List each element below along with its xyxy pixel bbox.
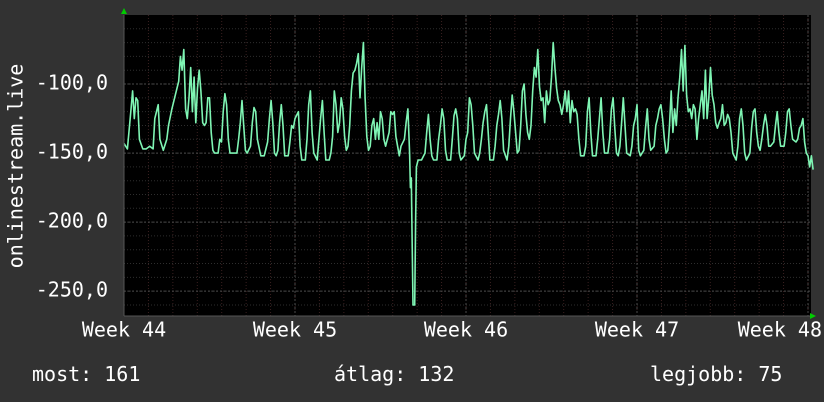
major-grid	[123, 15, 811, 316]
x-tick-label: Week 48	[738, 318, 822, 342]
series-layer	[123, 41, 814, 306]
x-tick-label: Week 45	[253, 318, 337, 342]
y-tick-label: -100,0	[36, 71, 108, 95]
x-tick-label: Week 46	[424, 318, 508, 342]
stats-bar: most: 161 átlag: 132 legjobb: 75	[0, 360, 824, 390]
x-tick-label: Week 44	[82, 318, 166, 342]
y-tick-label: -250,0	[36, 278, 108, 302]
x-axis-ticks: Week 44 Week 45 Week 46 Week 47 Week 48	[82, 318, 822, 342]
y-tick-label: -150,0	[36, 140, 108, 164]
y-axis-ticks: -100,0 -150,0 -200,0 -250,0	[36, 71, 108, 302]
x-tick-label: Week 47	[595, 318, 679, 342]
series-line-0	[123, 41, 814, 306]
y-tick-label: -200,0	[36, 209, 108, 233]
y-axis-arrow	[121, 8, 127, 14]
stat-average: átlag: 132	[334, 362, 455, 386]
x-axis-arrow	[810, 313, 816, 319]
plot-area	[124, 15, 811, 316]
stat-best: legjobb: 75	[650, 362, 783, 386]
axes	[121, 8, 816, 319]
line-chart: -100,0-150,0-200,0-250,0 Week 44 Week 45 W…	[4, 8, 822, 342]
stat-current: most: 161	[32, 362, 141, 386]
y-axis-label: onlinestream.live	[4, 64, 28, 269]
